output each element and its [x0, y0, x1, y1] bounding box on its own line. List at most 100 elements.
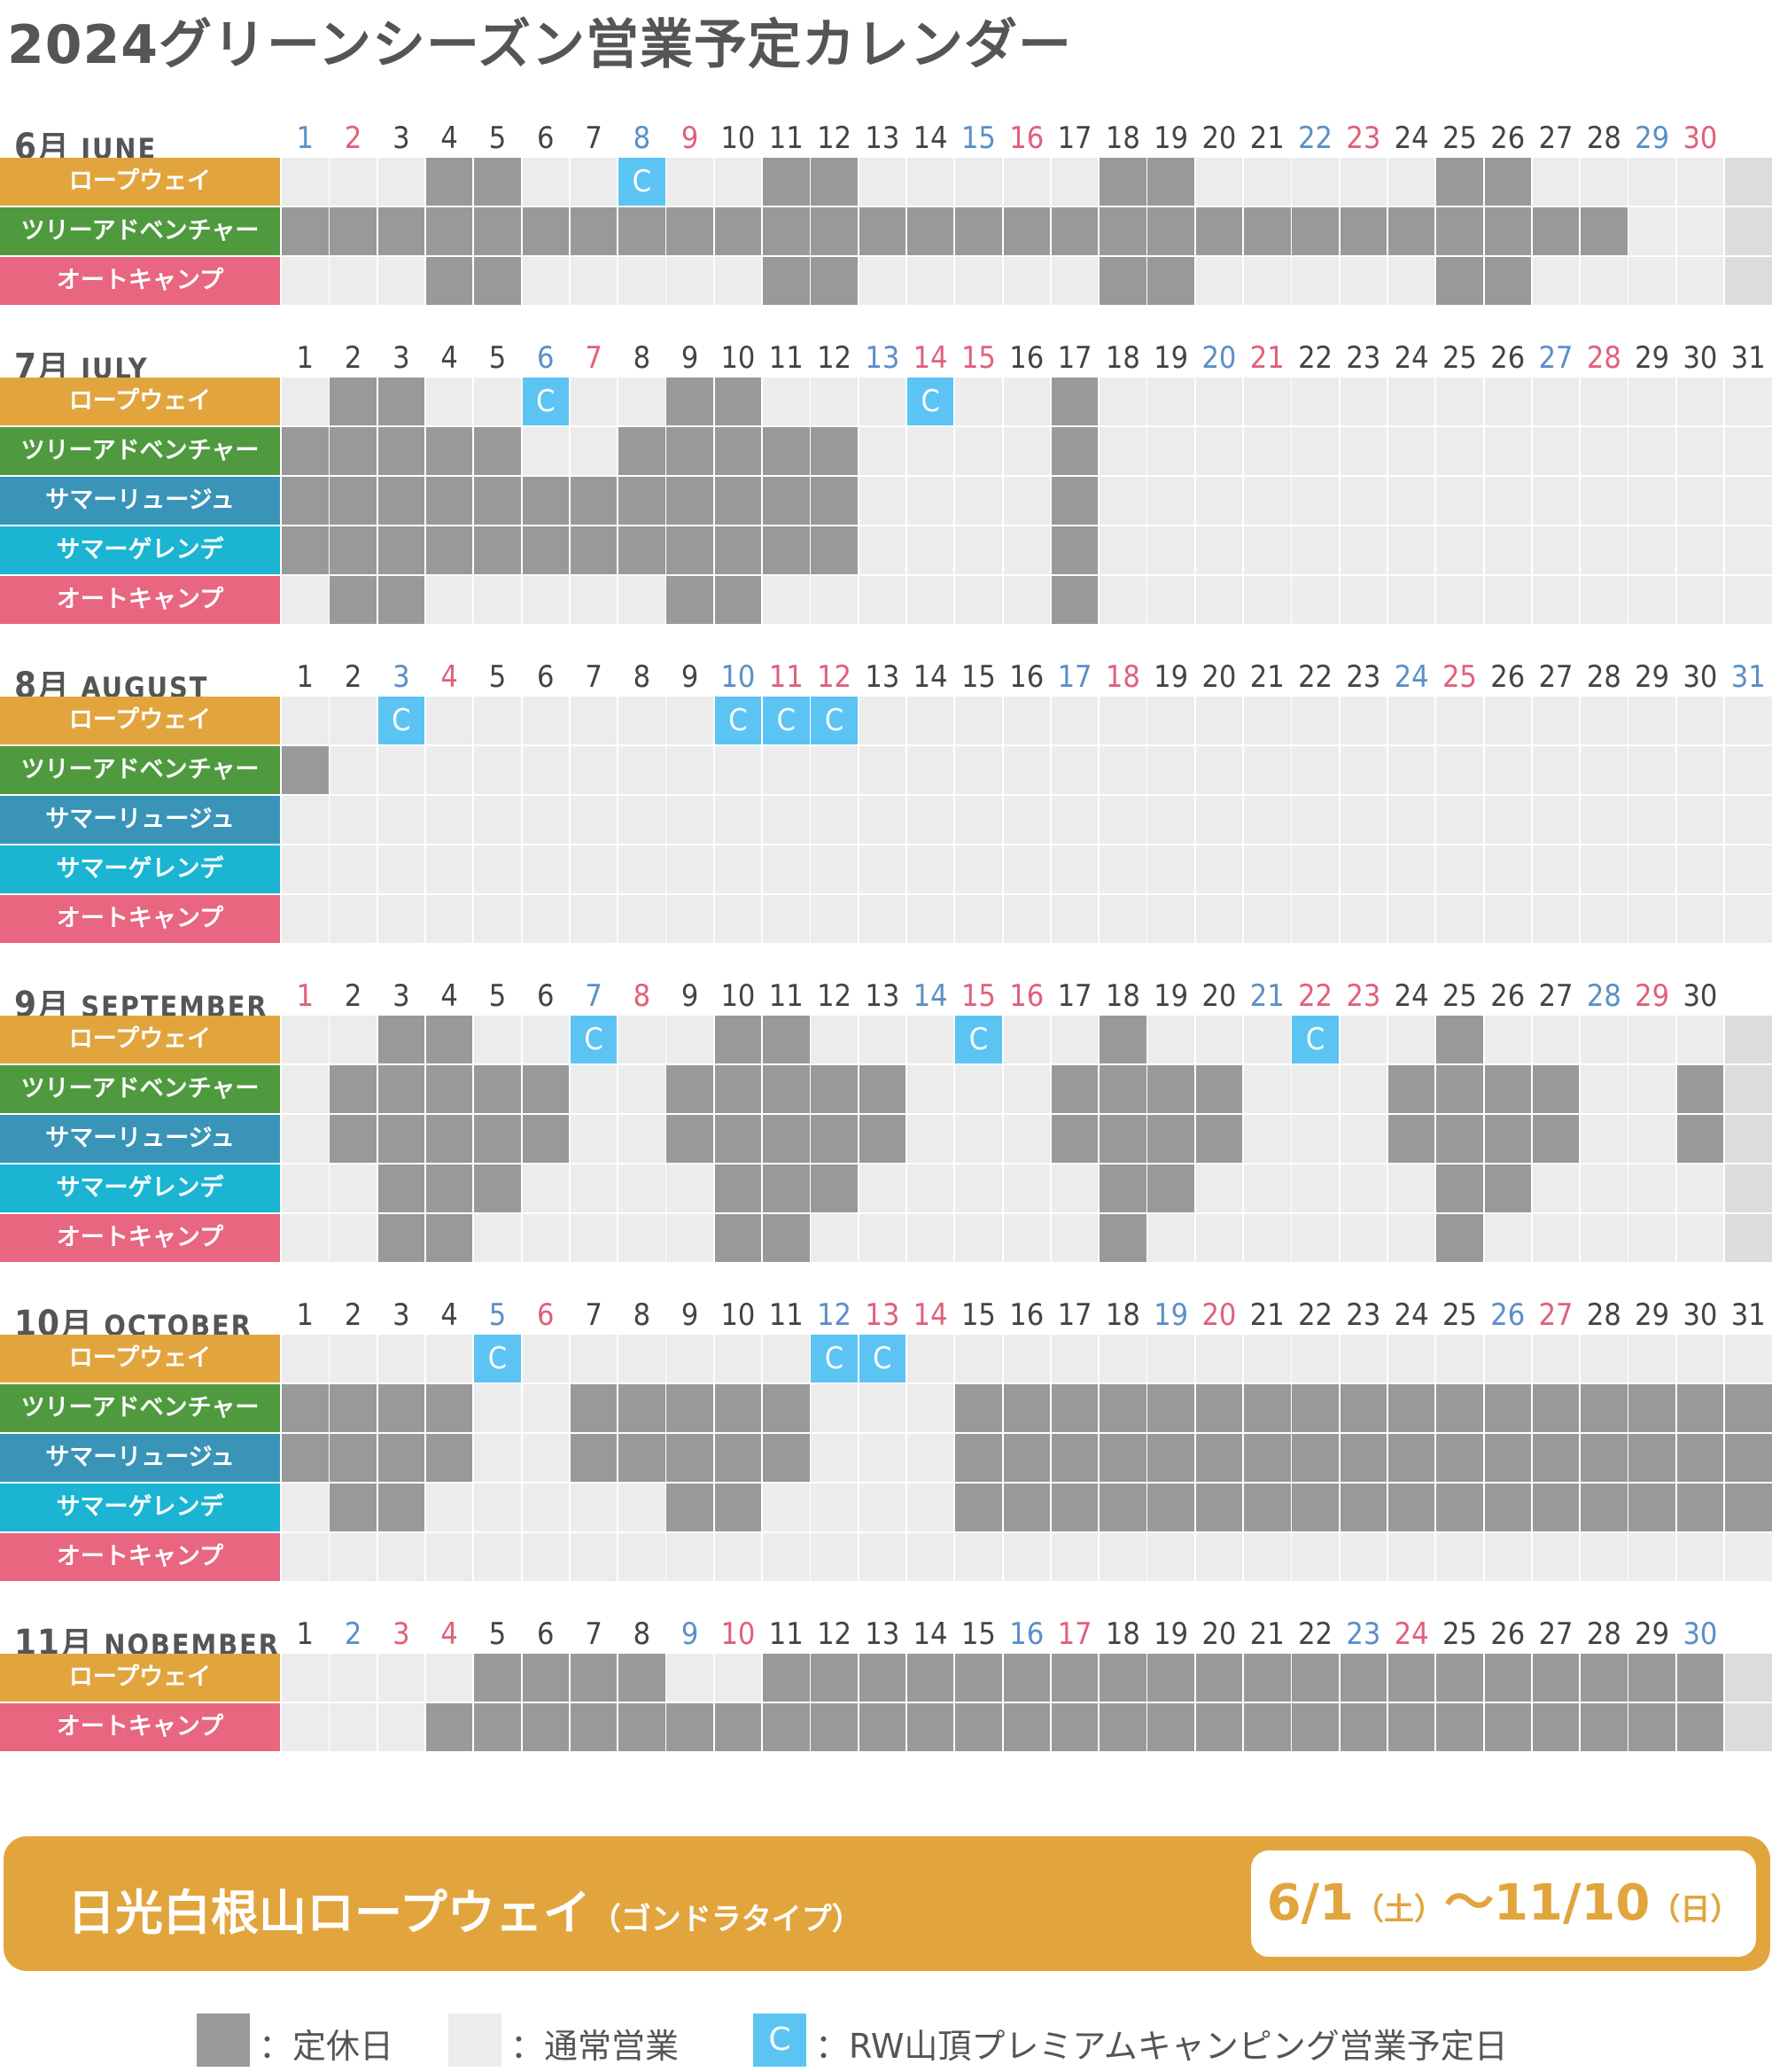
day-cell-camping: [859, 1335, 906, 1383]
day-cell-open: [1340, 895, 1387, 943]
day-cell-open: [618, 746, 665, 794]
day-cell-open: [859, 477, 906, 525]
day-cell-closed: [763, 1703, 810, 1751]
day-number: 28: [1586, 340, 1621, 376]
day-cell-open: [859, 796, 906, 844]
day-cell-closed: [522, 1065, 569, 1113]
day-cell-open: [1195, 746, 1243, 794]
day-cell-open: [1581, 1335, 1628, 1383]
day-cell-open: [1003, 1065, 1050, 1113]
day-number: 17: [1057, 978, 1092, 1014]
day-number: 23: [1346, 1616, 1381, 1652]
day-number: 13: [865, 1297, 900, 1333]
day-cell-open: [1387, 158, 1435, 206]
legend-open-label: ：通常営業: [510, 2027, 680, 2066]
day-cell-open: [1051, 158, 1099, 206]
schedule-row-gelande: サマーゲレンデ: [0, 845, 1772, 895]
day-cell-open: [666, 1335, 713, 1383]
month-section: 10月 OCTOBER 1 2 3 4 5 6 7 8 9 10 11 12 13 14 15 16 17 18 19…: [0, 1290, 1772, 1583]
day-cell-open: [522, 1533, 569, 1581]
day-cell-closed: [1676, 1484, 1724, 1531]
day-cell-open: [906, 1214, 954, 1262]
day-cell-closed: [425, 158, 473, 206]
day-cell-open: [811, 845, 858, 893]
day-cell-closed: [474, 1065, 521, 1113]
day-number: 13: [865, 659, 900, 695]
day-cell-open: [955, 1115, 1002, 1163]
day-number: 3: [392, 659, 410, 695]
day-number: 4: [440, 659, 458, 695]
day-cell-open: [906, 1533, 954, 1581]
day-cell-closed: [1244, 1703, 1291, 1751]
day-cell-closed: [714, 1016, 762, 1063]
period-end: 11/10: [1494, 1874, 1651, 1932]
day-number: 9: [680, 1616, 699, 1652]
day-cell-closed: [1436, 1016, 1483, 1063]
day-cell-open: [1147, 697, 1194, 744]
day-cell-open: [377, 257, 425, 305]
period-end-weekday: （日）: [1650, 1892, 1741, 1928]
day-cell-open: [906, 895, 954, 943]
day-cell-open: [522, 427, 569, 475]
day-cell-open: [906, 845, 954, 893]
legend-camp-label: ：RW山頂プレミアムキャンピング営業予定日: [815, 2027, 1508, 2066]
day-cell-open: [666, 845, 713, 893]
schedule-row-ropeway: ロープウェイ: [0, 158, 1772, 207]
day-cell-open: [666, 796, 713, 844]
activity-label-camp: オートキャンプ: [0, 1214, 280, 1262]
day-number: 1: [296, 659, 314, 695]
day-cell-closed: [1195, 1484, 1243, 1531]
day-number: 21: [1249, 659, 1285, 695]
day-number: 1: [296, 978, 314, 1014]
day-cell-open: [906, 257, 954, 305]
day-cell-open: [1436, 697, 1483, 744]
day-cell-closed: [330, 1115, 377, 1163]
day-cell-open: [955, 697, 1002, 744]
day-cell-open: [811, 1214, 858, 1262]
day-cell-open: [955, 796, 1002, 844]
day-cell-open: [1003, 1016, 1050, 1063]
day-number: 21: [1249, 978, 1285, 1014]
schedule-row-tree: ツリーアドベンチャー: [0, 1384, 1772, 1434]
activity-label-tree: ツリーアドベンチャー: [0, 746, 280, 794]
day-cell-closed: [1436, 257, 1483, 305]
day-cell-closed: [474, 427, 521, 475]
day-cell-open: [1628, 1016, 1675, 1063]
day-number: 25: [1442, 121, 1477, 156]
day-cell-open: [1725, 1533, 1772, 1581]
day-cell-closed: [1100, 1065, 1146, 1113]
day-cell-closed: [859, 1065, 906, 1113]
day-cell-closed: [1676, 1384, 1724, 1432]
day-cell-open: [1147, 796, 1194, 844]
day-cell-closed: [377, 1214, 425, 1262]
schedule-row-gelande: サマーゲレンデ: [0, 526, 1772, 576]
day-cell-closed: [522, 207, 569, 255]
day-cell-open: [1532, 1016, 1580, 1063]
day-cell-closed: [425, 1434, 473, 1482]
day-number: 17: [1057, 1297, 1092, 1333]
day-cell-open: [618, 1165, 665, 1212]
day-cell-open: [282, 1016, 329, 1063]
day-number: 24: [1394, 1616, 1429, 1652]
day-cell-open: [859, 427, 906, 475]
day-number: 11: [768, 121, 804, 156]
day-cell-closed: [330, 427, 377, 475]
day-cell-closed: [618, 1703, 665, 1751]
day-cell-open: [1628, 1335, 1675, 1383]
day-cell-closed: [1147, 1065, 1194, 1113]
day-cell-open: [1292, 1335, 1339, 1383]
day-cell-closed: [859, 1115, 906, 1163]
day-cell-open: [1100, 526, 1146, 574]
day-cell-closed: [1292, 1484, 1339, 1531]
day-cell-closed: [666, 378, 713, 425]
day-number: 29: [1635, 978, 1670, 1014]
day-cell-open: [330, 796, 377, 844]
day-cell-closed: [714, 1065, 762, 1113]
day-cell-open: [570, 1214, 618, 1262]
day-cell-open: [811, 1484, 858, 1531]
day-cell-open: [1676, 1533, 1724, 1581]
day-cell-open: [1628, 1533, 1675, 1581]
day-cell-closed: [1051, 1115, 1099, 1163]
day-cell-closed: [1100, 257, 1146, 305]
day-cell-open: [1100, 1533, 1146, 1581]
